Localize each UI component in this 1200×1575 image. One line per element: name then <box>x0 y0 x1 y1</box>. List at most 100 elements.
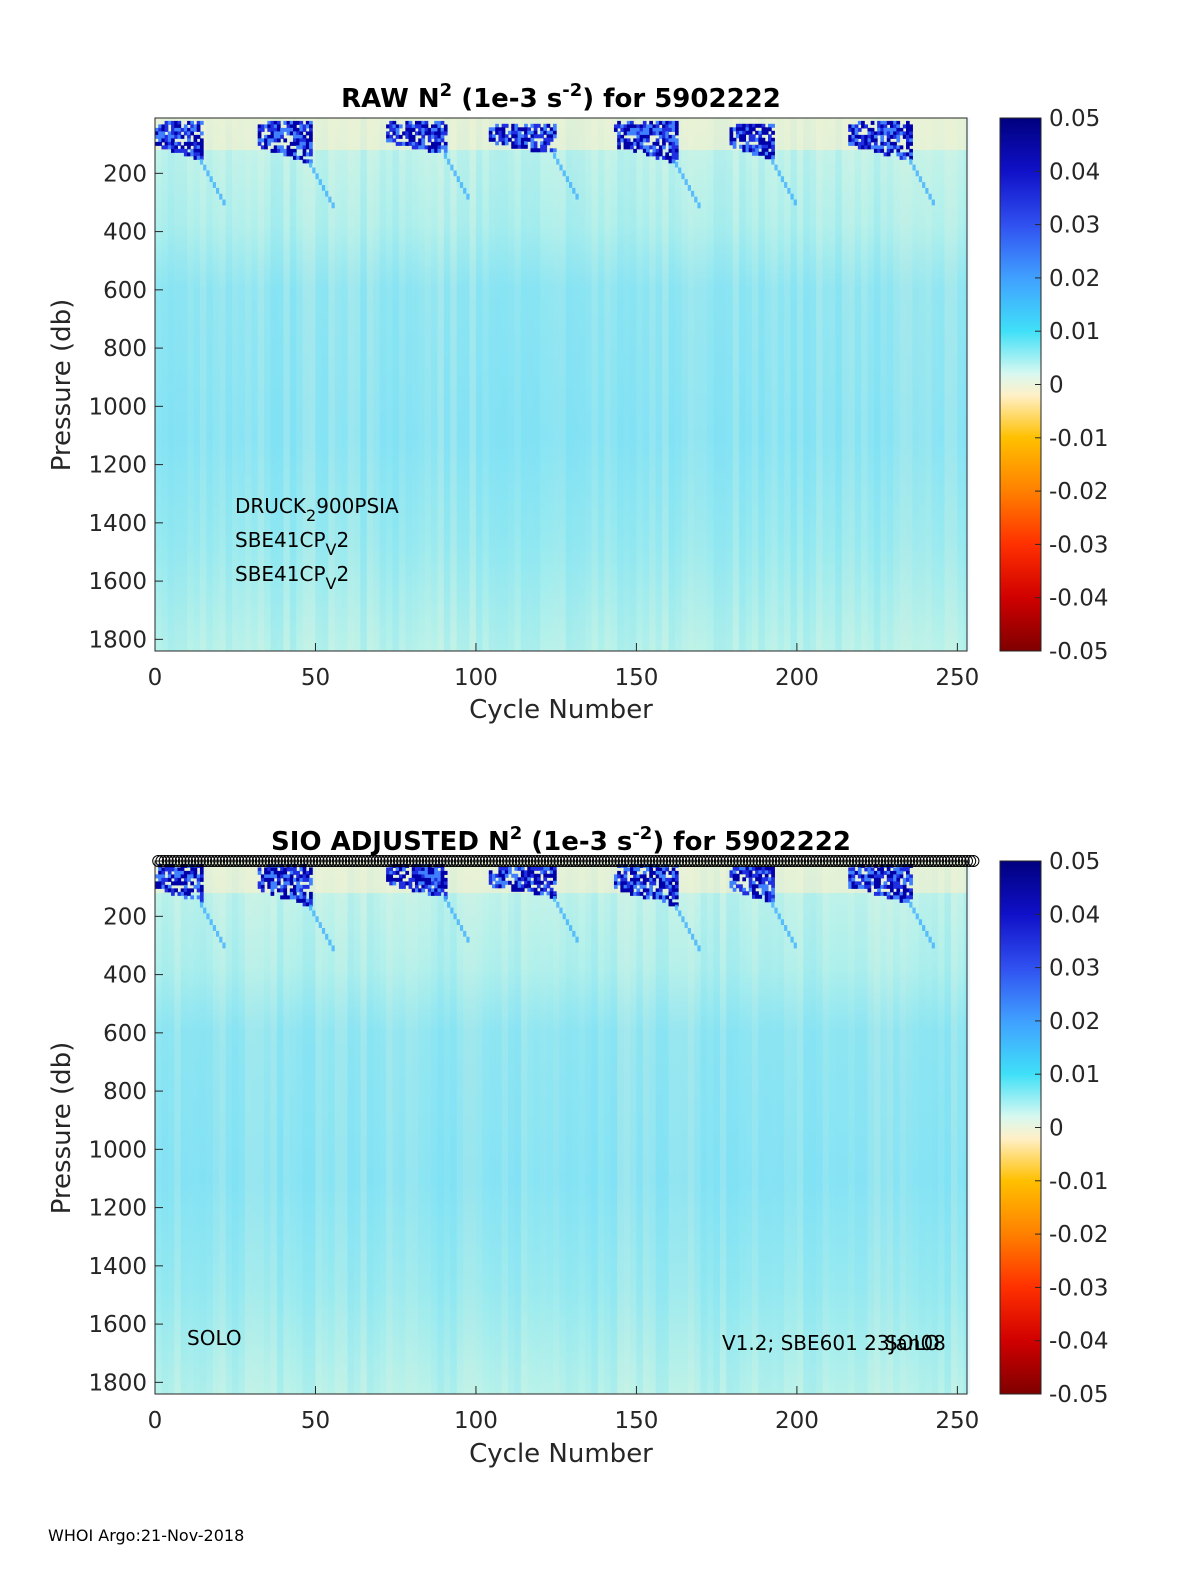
stratification-cell <box>626 127 631 132</box>
stratification-cell <box>861 877 865 882</box>
qc-marker <box>749 855 762 867</box>
stratification-cell <box>524 141 528 146</box>
stratification-cell <box>177 881 182 886</box>
stratification-cell <box>273 120 278 125</box>
x-tick-label: 100 <box>454 1408 498 1434</box>
stratification-cell <box>517 127 522 132</box>
stratification-cell <box>857 874 862 879</box>
stratification-cell <box>540 148 544 153</box>
heatmap-streak <box>822 861 829 1394</box>
stratification-cell <box>748 887 753 892</box>
qc-marker <box>739 855 752 867</box>
heatmap-streak <box>899 861 907 1394</box>
stratification-cell <box>434 884 438 889</box>
stratification-cell <box>498 873 503 878</box>
stratification-cell <box>649 120 653 125</box>
stratification-cell <box>161 145 166 150</box>
stratification-cell <box>671 884 676 889</box>
stratification-cell <box>190 148 195 153</box>
stratification-cell <box>665 138 670 143</box>
stratification-tail <box>212 182 216 188</box>
stratification-cell <box>613 127 618 132</box>
qc-marker <box>935 855 948 867</box>
stratification-cell <box>267 867 272 872</box>
qc-marker <box>871 855 884 867</box>
stratification-cell <box>167 867 172 872</box>
stratification-cell <box>883 124 888 129</box>
stratification-cell <box>408 141 413 146</box>
stratification-cell <box>758 884 763 889</box>
stratification-cell <box>392 127 397 132</box>
qc-marker <box>405 855 418 867</box>
stratification-cell <box>732 144 737 149</box>
stratification-cell <box>408 120 413 125</box>
stratification-cell <box>771 884 775 889</box>
stratification-tail <box>681 173 685 180</box>
qc-marker <box>867 855 880 867</box>
stratification-cell <box>665 884 670 889</box>
stratification-cell <box>533 877 538 882</box>
stratification-cell <box>418 124 422 129</box>
stratification-cell <box>758 870 763 875</box>
qc-marker <box>543 855 556 867</box>
stratification-cell <box>902 867 907 872</box>
stratification-cell <box>630 867 634 872</box>
stratification-cell <box>649 124 653 129</box>
qc-marker <box>527 855 540 867</box>
heatmap-streak <box>649 118 656 651</box>
stratification-cell <box>514 137 519 142</box>
qc-marker <box>668 855 681 867</box>
colorbar-tick-label: -0.04 <box>1049 1329 1109 1355</box>
stratification-cell <box>389 877 394 882</box>
stratification-cell <box>552 148 557 153</box>
footer-credit: WHOI Argo:21-Nov-2018 <box>48 1526 245 1545</box>
heatmap-streak <box>784 118 791 651</box>
stratification-cell <box>504 870 509 875</box>
stratification-cell <box>636 141 641 146</box>
stratification-cell <box>440 874 445 879</box>
stratification-cell <box>434 148 438 153</box>
stratification-cell <box>739 887 743 892</box>
stratification-cell <box>880 120 885 125</box>
stratification-cell <box>171 127 175 132</box>
stratification-cell <box>293 148 297 153</box>
firmware-label: V1.2; SBE601 23Jan08 <box>722 1331 946 1355</box>
stratification-cell <box>633 874 637 879</box>
stratification-cell <box>514 141 519 146</box>
stratification-cell <box>527 130 532 135</box>
stratification-cell <box>530 144 535 149</box>
stratification-cell <box>434 127 438 132</box>
stratification-cell <box>613 884 618 889</box>
stratification-tail <box>209 919 213 926</box>
qc-marker <box>774 855 787 867</box>
colorbar <box>999 860 1042 1395</box>
stratification-cell <box>886 867 891 872</box>
qc-marker <box>707 855 720 867</box>
stratification-cell <box>398 141 403 146</box>
stratification-cell <box>517 144 522 149</box>
stratification-cell <box>389 867 394 872</box>
stratification-cell <box>739 144 743 149</box>
stratification-tail <box>209 176 213 183</box>
stratification-cell <box>164 120 169 125</box>
stratification-tail <box>572 187 576 194</box>
stratification-cell <box>286 131 291 136</box>
stratification-cell <box>193 874 198 879</box>
stratification-cell <box>267 138 272 143</box>
stratification-cell <box>299 898 304 903</box>
stratification-cell <box>889 881 894 886</box>
heatmap-streak <box>579 861 585 1394</box>
stratification-cell <box>893 877 897 882</box>
stratification-cell <box>851 867 856 872</box>
heatmap-streak <box>585 861 592 1394</box>
qc-marker <box>787 855 800 867</box>
stratification-cell <box>742 148 747 153</box>
stratification-cell <box>302 902 307 907</box>
qc-marker <box>370 855 383 867</box>
stratification-cell <box>764 151 769 156</box>
stratification-cell <box>729 130 734 135</box>
stratification-cell <box>623 141 628 146</box>
stratification-cell <box>389 874 394 879</box>
x-tick-label: 100 <box>454 665 498 691</box>
stratification-cell <box>668 884 673 889</box>
